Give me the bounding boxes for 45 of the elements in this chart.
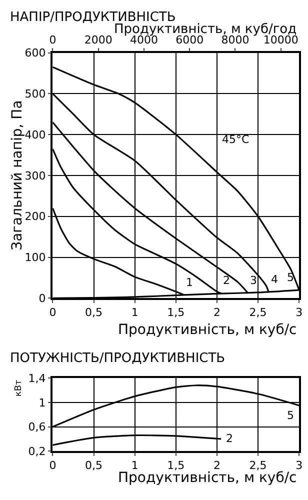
y-tick-label: 500: [24, 88, 46, 101]
annotation: 45°C: [222, 133, 250, 146]
x-tick-label: 1,5: [167, 459, 185, 472]
x-tick-label: 3: [296, 459, 303, 472]
series-label: 2: [223, 274, 230, 287]
x2-tick-label: 6000: [176, 34, 204, 47]
chart-title: НАПІР/ПРОДУКТИВНІСТЬ: [10, 10, 176, 25]
x2-tick-label: 2000: [84, 34, 112, 47]
series-label: 4: [271, 273, 278, 286]
y-tick-label: 0,6: [28, 420, 46, 434]
y-tick-label: 400: [24, 128, 46, 142]
x-tick-label: 2,5: [249, 459, 267, 472]
y-tick-label: 0: [38, 292, 46, 306]
y-tick-label: 200: [24, 210, 46, 224]
series-label: 5: [287, 409, 294, 422]
y-tick-label: 1,4: [28, 372, 46, 385]
x-tick-label: 2: [213, 459, 220, 472]
series-label: 5: [287, 271, 294, 284]
y-tick-label: 0,2: [28, 444, 46, 458]
x-axis-title: Продуктивність, м куб/с: [118, 322, 297, 338]
series-label: 1: [186, 276, 193, 289]
y-tick-label: 1: [38, 396, 46, 410]
y-tick-label: 600: [24, 46, 46, 60]
x-tick-label: 1: [131, 306, 138, 320]
x-tick-label: 3: [296, 306, 303, 320]
x2-tick-label: 0: [49, 34, 56, 47]
x-tick-label: 0: [49, 459, 56, 472]
y-tick-label: 100: [24, 251, 46, 264]
x-tick-label: 0,5: [85, 306, 103, 320]
series-label: 2: [226, 432, 233, 445]
chart-title: ПОТУЖНІСТЬ/ПРОДУКТИВНІСТЬ: [10, 351, 226, 366]
x2-tick-label: 8000: [221, 34, 250, 47]
x-tick-label: 1: [131, 459, 138, 472]
x2-tick-label: 4000: [130, 34, 158, 47]
x-tick-label: 2: [213, 306, 220, 320]
y-axis-title: Загальний напір, Па: [9, 100, 26, 250]
x-tick-label: 1,5: [167, 306, 185, 320]
series-label: 3: [250, 274, 257, 287]
x-axis-title: Продуктивність, м куб/с: [118, 470, 297, 486]
x-tick-label: 0: [49, 306, 56, 320]
y-axis-title: кВт: [14, 380, 24, 397]
x2-tick-label: 10000: [263, 34, 298, 47]
x-tick-label: 2,5: [249, 306, 267, 320]
x-tick-label: 0,5: [85, 459, 103, 472]
y-tick-label: 300: [24, 169, 46, 182]
